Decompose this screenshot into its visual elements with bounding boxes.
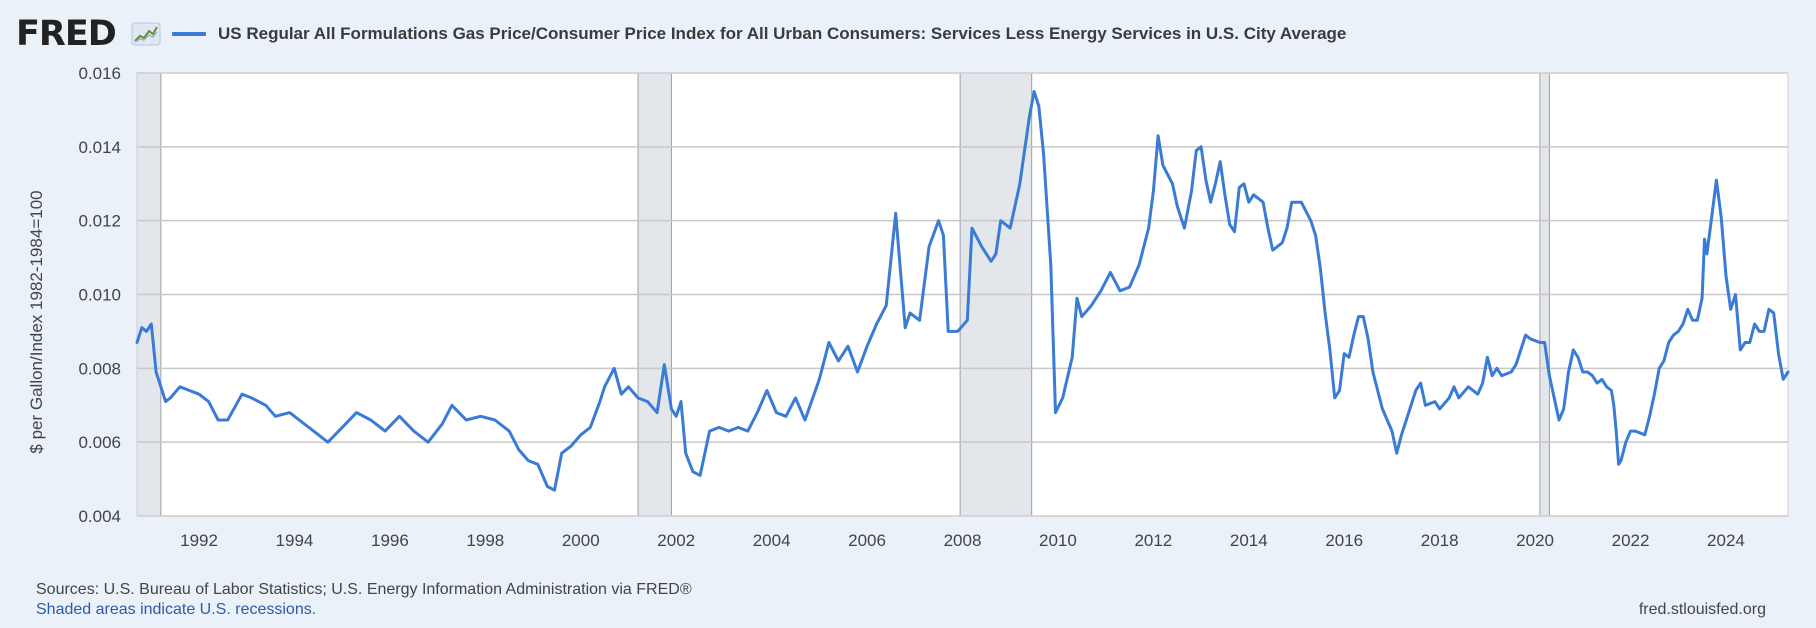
sources-note: Sources: U.S. Bureau of Labor Statistics…: [36, 581, 692, 598]
x-tick-label: 2002: [657, 531, 695, 550]
site-link[interactable]: fred.stlouisfed.org: [1638, 601, 1766, 618]
x-tick-label: 2024: [1707, 531, 1745, 550]
x-tick-label: 2004: [753, 531, 791, 550]
x-tick-label: 2000: [562, 531, 600, 550]
y-axis-label: $ per Gallon/Index 1982-1984=100: [27, 190, 46, 453]
series-line: [135, 90, 1790, 492]
x-tick-label: 2014: [1230, 531, 1268, 550]
y-tick-label: 0.016: [78, 64, 121, 83]
x-tick-label: 2012: [1134, 531, 1172, 550]
x-tick-label: 1998: [466, 531, 504, 550]
x-tick-label: 1994: [276, 531, 314, 550]
fred-chart-icon: [131, 22, 161, 46]
x-tick-label: 1996: [371, 531, 409, 550]
y-tick-label: 0.008: [78, 359, 121, 378]
x-tick-label: 2010: [1039, 531, 1077, 550]
y-tick-label: 0.006: [78, 433, 121, 452]
plot-area: [136, 72, 1789, 517]
fred-logo[interactable]: FRED: [16, 14, 117, 54]
y-tick-label: 0.010: [78, 286, 121, 305]
y-tick-label: 0.014: [78, 138, 121, 157]
x-tick-labels: 1992 1994 1996 1998 2000 2002 2004 2006 2008 2010…: [180, 531, 1745, 550]
chart-legend: US Regular All Formulations Gas Price/Co…: [172, 22, 1346, 46]
recessions-note: Shaded areas indicate U.S. recessions.: [36, 601, 317, 618]
x-tick-label: 2018: [1421, 531, 1459, 550]
x-tick-label: 2016: [1325, 531, 1363, 550]
legend-swatch: [172, 32, 206, 36]
y-tick-label: 0.004: [78, 507, 121, 526]
x-tick-label: 2006: [848, 531, 886, 550]
x-tick-label: 1992: [180, 531, 218, 550]
y-tick-label: 0.012: [78, 212, 121, 231]
x-tick-label: 2022: [1612, 531, 1650, 550]
legend-label: US Regular All Formulations Gas Price/Co…: [218, 24, 1347, 43]
x-tick-label: 2020: [1516, 531, 1554, 550]
x-tick-label: 2008: [944, 531, 982, 550]
y-tick-labels: 0.004 0.006 0.008 0.010 0.012 0.014 0.016: [78, 64, 121, 526]
